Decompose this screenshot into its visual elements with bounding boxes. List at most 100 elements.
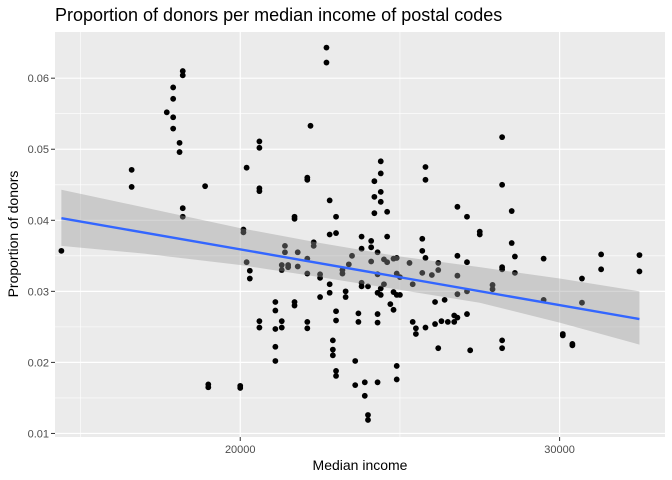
data-point (569, 342, 576, 349)
data-point (406, 260, 413, 266)
data-point (256, 138, 263, 145)
data-point (377, 285, 384, 292)
data-point (499, 266, 506, 273)
data-point (272, 358, 279, 364)
data-point (499, 337, 506, 344)
regression-line (61, 216, 640, 321)
data-point (432, 299, 438, 305)
data-point (409, 318, 416, 325)
data-point (326, 289, 333, 296)
data-point (422, 324, 429, 331)
data-point (540, 255, 547, 262)
data-point (278, 318, 285, 325)
data-point (333, 308, 339, 315)
data-point (579, 275, 585, 282)
data-point (368, 258, 375, 265)
data-point (598, 251, 605, 258)
data-point (422, 164, 429, 170)
data-point (636, 252, 643, 259)
data-point (317, 294, 323, 300)
data-point (176, 139, 183, 146)
data-point (358, 233, 365, 240)
data-point (377, 188, 384, 195)
data-point (282, 249, 288, 256)
data-point (304, 270, 311, 277)
data-point (256, 188, 263, 195)
data-point (454, 314, 461, 321)
data-point (256, 318, 263, 325)
data-point (371, 210, 378, 217)
data-point (428, 272, 435, 278)
data-point (285, 264, 292, 271)
data-point (352, 382, 359, 389)
data-point (422, 176, 429, 183)
data-point (163, 109, 170, 116)
data-point (393, 363, 400, 369)
data-point (508, 208, 515, 214)
data-point (419, 235, 426, 242)
data-point (454, 272, 461, 279)
data-point (237, 385, 244, 391)
data-point (179, 68, 186, 74)
data-point (579, 299, 585, 306)
data-point (272, 307, 279, 314)
data-point (377, 158, 384, 165)
major-gridlines (55, 32, 665, 437)
data-point (128, 183, 135, 190)
data-point (329, 352, 336, 359)
data-point (489, 282, 496, 288)
data-point (454, 291, 461, 298)
data-point (451, 318, 458, 325)
data-point (598, 266, 605, 273)
data-point (128, 166, 135, 173)
data-point (464, 311, 470, 317)
confidence-ribbon (61, 189, 640, 345)
y-axis-label: Proportion of donors (5, 171, 21, 298)
data-point (307, 122, 314, 129)
data-point (409, 281, 416, 288)
data-point (342, 294, 349, 300)
data-point (454, 203, 461, 210)
data-point (291, 302, 298, 309)
data-point (381, 281, 387, 288)
data-point (278, 324, 285, 331)
data-point (511, 269, 518, 276)
data-point (240, 229, 247, 236)
data-point (246, 267, 253, 274)
data-point (464, 259, 470, 266)
data-point (419, 269, 426, 276)
data-point (333, 317, 339, 324)
data-point (393, 255, 400, 261)
data-point (441, 296, 448, 303)
data-point (464, 213, 470, 220)
data-point (384, 208, 391, 215)
data-point (243, 259, 250, 266)
data-point (170, 114, 177, 121)
y-tick-label: 0.01 (28, 428, 49, 440)
data-point (358, 245, 365, 252)
data-point (355, 310, 362, 317)
y-axis: 0.01 0.02 0.03 0.04 0.05 0.06 (28, 73, 55, 440)
data-point (393, 376, 400, 383)
data-point (329, 337, 336, 344)
data-point (291, 215, 298, 222)
data-point (432, 321, 438, 327)
data-point (333, 230, 339, 236)
data-point (256, 144, 263, 151)
data-point (476, 231, 483, 238)
data-point (58, 247, 65, 254)
data-point (272, 326, 279, 332)
data-point (282, 242, 288, 249)
data-point (499, 134, 506, 141)
data-point (435, 260, 442, 266)
data-point (342, 288, 349, 295)
data-point (352, 358, 359, 364)
data-point (419, 247, 426, 254)
data-point (511, 253, 518, 260)
data-point (272, 343, 279, 350)
data-point (387, 301, 394, 308)
data-point (304, 176, 311, 183)
data-point (256, 324, 263, 331)
data-point (422, 255, 429, 261)
data-point (365, 417, 371, 423)
